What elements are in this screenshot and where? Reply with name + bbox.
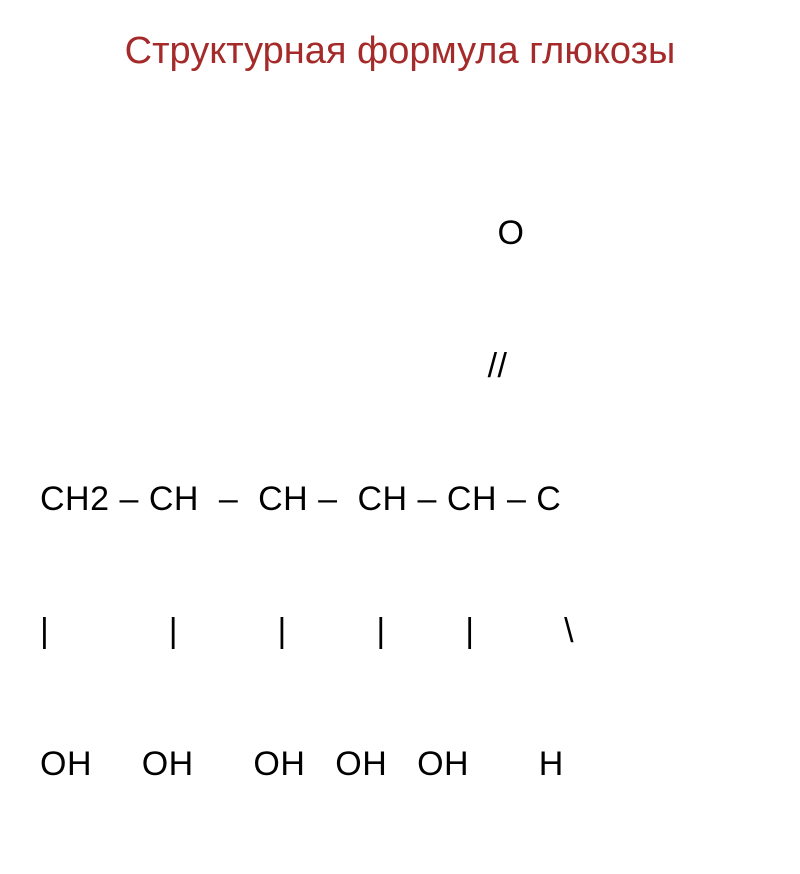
slide-title: Структурная формула глюкозы xyxy=(40,30,760,73)
formula-line-3: CH2 – CH – CH – CH – CH – C xyxy=(40,477,760,521)
formula-line-5: OH OH OH OH OH H xyxy=(40,742,760,786)
chemical-formula: O // CH2 – CH – CH – CH – CH – C | | | |… xyxy=(40,123,760,874)
slide-container: Структурная формула глюкозы O // CH2 – C… xyxy=(0,0,800,600)
formula-line-1: O xyxy=(40,211,760,255)
formula-line-4: | | | | | \ xyxy=(40,609,760,653)
formula-line-2: // xyxy=(40,344,760,388)
